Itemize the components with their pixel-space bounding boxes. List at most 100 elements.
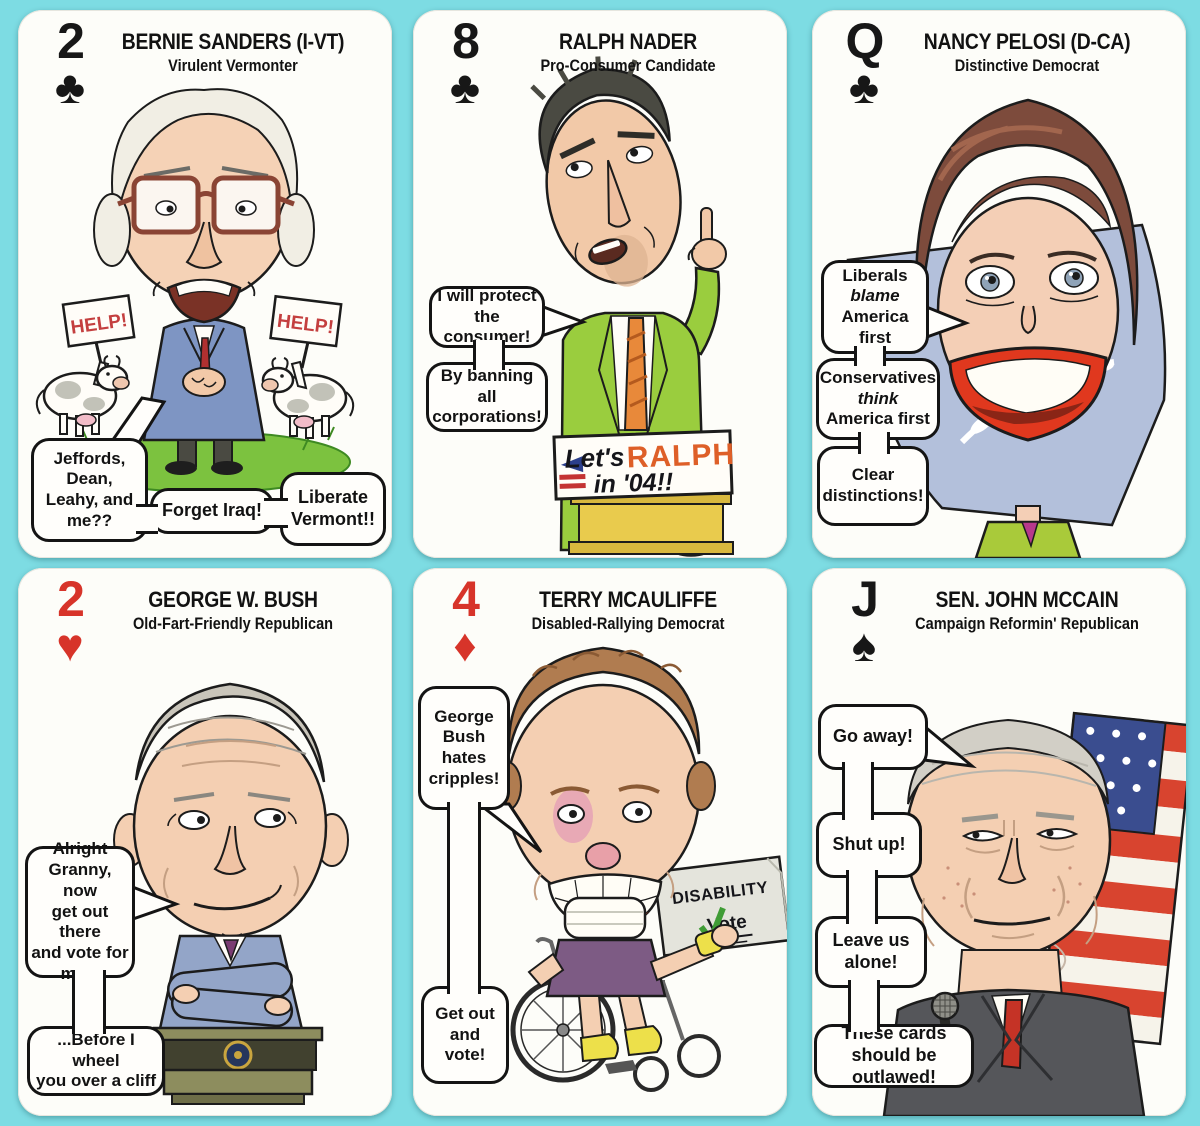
sign-year-text: in '04!!: [593, 468, 674, 499]
card-title: BERNIE SANDERS (I-VT): [121, 29, 345, 54]
card-subtitle: Old-Fart-Friendly Republican: [132, 615, 334, 633]
card-corner: 2 ♥: [40, 571, 100, 671]
card-title: RALPH NADER: [558, 29, 697, 54]
speech-bubble: Jeffords, Dean, Leahy, and me??: [31, 438, 148, 542]
card-corner: 4 ♦: [435, 571, 495, 671]
bubble-text: I will protect the consumer!: [437, 285, 537, 347]
club-icon: ♣: [848, 60, 880, 113]
diamond-icon: ♦: [453, 618, 477, 671]
card-title: GEORGE W. BUSH: [148, 587, 318, 612]
bubble-connector: [136, 504, 158, 534]
mcauliffe-body: [527, 924, 739, 1063]
bubble-text: Liberals: [842, 265, 908, 285]
speech-bubble: By banning all corporations!: [426, 362, 548, 432]
speech-bubble: Liberate Vermont!!: [280, 472, 386, 546]
speech-bubble: These cards should be outlawed!: [814, 1023, 974, 1088]
card-header: RALPH NADER Pro-Consumer Candidate: [477, 29, 779, 76]
card-subtitle: Pro-Consumer Candidate: [540, 57, 716, 75]
bubble-text: These cards should be outlawed!: [841, 1023, 947, 1087]
speech-bubble: Alright Granny, now get out there and vo…: [25, 839, 135, 983]
bubble-text: Forget Iraq!: [161, 500, 262, 521]
speech-bubble: Liberals blame America first: [821, 260, 929, 354]
card-subtitle: Distinctive Democrat: [954, 57, 1100, 75]
bubble-connector: [854, 346, 886, 366]
card-terry-mcauliffe: DISABILITY Vote: [413, 568, 787, 1116]
card-subtitle: Virulent Vermonter: [168, 57, 298, 75]
bubble-text: Get out and vote!: [435, 1003, 495, 1065]
podium: [568, 493, 734, 555]
sign-lets-text: Let's: [564, 442, 625, 474]
card-header: GEORGE W. BUSH Old-Fart-Friendly Republi…: [82, 587, 384, 634]
bubble-connector: [473, 340, 505, 370]
card-corner: Q ♣: [834, 16, 894, 113]
american-flag: [1039, 711, 1186, 1046]
bubble-text-italic: blame: [850, 286, 900, 306]
bubble-text: By banning all corporations!: [432, 365, 542, 427]
bubble-connector: [846, 870, 878, 924]
sign-ralph-text: RALPH: [626, 438, 735, 475]
card-corner: 2 ♣: [40, 13, 100, 109]
bubble-text: Shut up!: [832, 834, 906, 855]
pelosi-head: [915, 98, 1139, 558]
disability-vote-sign: DISABILITY Vote: [652, 855, 787, 957]
bush-head: [113, 682, 349, 938]
neck-brace: [563, 896, 647, 940]
card-ralph-nader: Let's RALPH in '04!! 8 ♣ RALPH NADER Pro…: [413, 10, 787, 558]
card-title: SEN. JOHN MCCAIN: [935, 587, 1119, 612]
speech-bubble: Forget Iraq!: [150, 488, 274, 534]
bubble-connector: [264, 498, 288, 528]
bubble-text: Clear distinctions!: [822, 465, 924, 505]
help-sign-left: [61, 294, 136, 348]
speech-bubble: ...Before I wheel you over a cliff: [27, 1026, 165, 1096]
bubble-text: Liberate Vermont!!: [290, 487, 375, 529]
presidential-podium: [152, 1026, 324, 1105]
card-john-mccain: J ♠ SEN. JOHN MCCAIN Campaign Reformin' …: [812, 568, 1186, 1116]
speech-bubble: Leave us alone!: [815, 916, 927, 988]
rank-label: 8: [452, 13, 480, 69]
card-header: BERNIE SANDERS (I-VT) Virulent Vermonter: [82, 29, 384, 76]
bubble-text: ...Before I wheel you over a cliff: [36, 1029, 156, 1091]
rank-label: 4: [452, 571, 480, 627]
speech-bubble: Get out and vote!: [421, 986, 509, 1084]
cow-right: HELP!: [261, 294, 355, 439]
speech-bubble: Go away!: [818, 704, 928, 770]
card-corner: 8 ♣: [435, 13, 495, 113]
speech-bubble: George Bush hates cripples!: [418, 686, 510, 810]
help-sign-right: [269, 294, 343, 348]
bubble-connector: [447, 802, 481, 994]
card-subtitle: Campaign Reformin' Republican: [915, 615, 1139, 633]
card-nancy-pelosi: Q ♣ NANCY PELOSI (D-CA) Distinctive Demo…: [812, 10, 1186, 558]
spade-icon: ♠: [851, 618, 877, 671]
bubble-connector: [842, 762, 874, 820]
card-subtitle: Disabled-Rallying Democrat: [531, 615, 725, 633]
george-w-bush-caricature: [113, 682, 349, 1105]
bernie-sanders-caricature: HELP! HELP!: [35, 88, 355, 493]
terry-mcauliffe-caricature: DISABILITY Vote: [474, 646, 787, 1092]
speech-bubble: Clear distinctions!: [817, 446, 929, 526]
card-bernie-sanders: HELP! HELP!: [18, 10, 392, 558]
rank-label: J: [851, 571, 879, 627]
card-header: NANCY PELOSI (D-CA) Distinctive Democrat: [876, 29, 1178, 76]
card-title: TERRY MCAULIFFE: [539, 587, 717, 612]
speech-bubble: Conservatives think America first: [816, 358, 940, 440]
bernie-head: [93, 88, 315, 324]
bubble-text: Go away!: [832, 726, 914, 747]
bush-body: [156, 934, 306, 1040]
speech-bubble: I will protect the consumer!: [429, 286, 545, 348]
club-icon: ♣: [449, 60, 481, 113]
bubble-text: Leave us alone!: [832, 930, 910, 972]
cow-left: HELP!: [35, 294, 136, 437]
rank-label: 2: [57, 13, 85, 69]
bubble-text-italic: think: [857, 388, 899, 408]
heart-icon: ♥: [56, 618, 84, 671]
bubble-connector: [72, 970, 106, 1034]
card-header: TERRY MCAULIFFE Disabled-Rallying Democr…: [477, 587, 779, 634]
card-header: SEN. JOHN MCCAIN Campaign Reformin' Repu…: [876, 587, 1178, 634]
card-george-w-bush: 2 ♥ GEORGE W. BUSH Old-Fart-Friendly Rep…: [18, 568, 392, 1116]
rank-label: 2: [57, 571, 85, 627]
bubble-connector: [848, 980, 880, 1032]
bubble-text: America first: [841, 307, 909, 347]
campaign-sign: Let's RALPH in '04!!: [552, 429, 736, 501]
speech-bubble: Shut up!: [816, 812, 922, 878]
